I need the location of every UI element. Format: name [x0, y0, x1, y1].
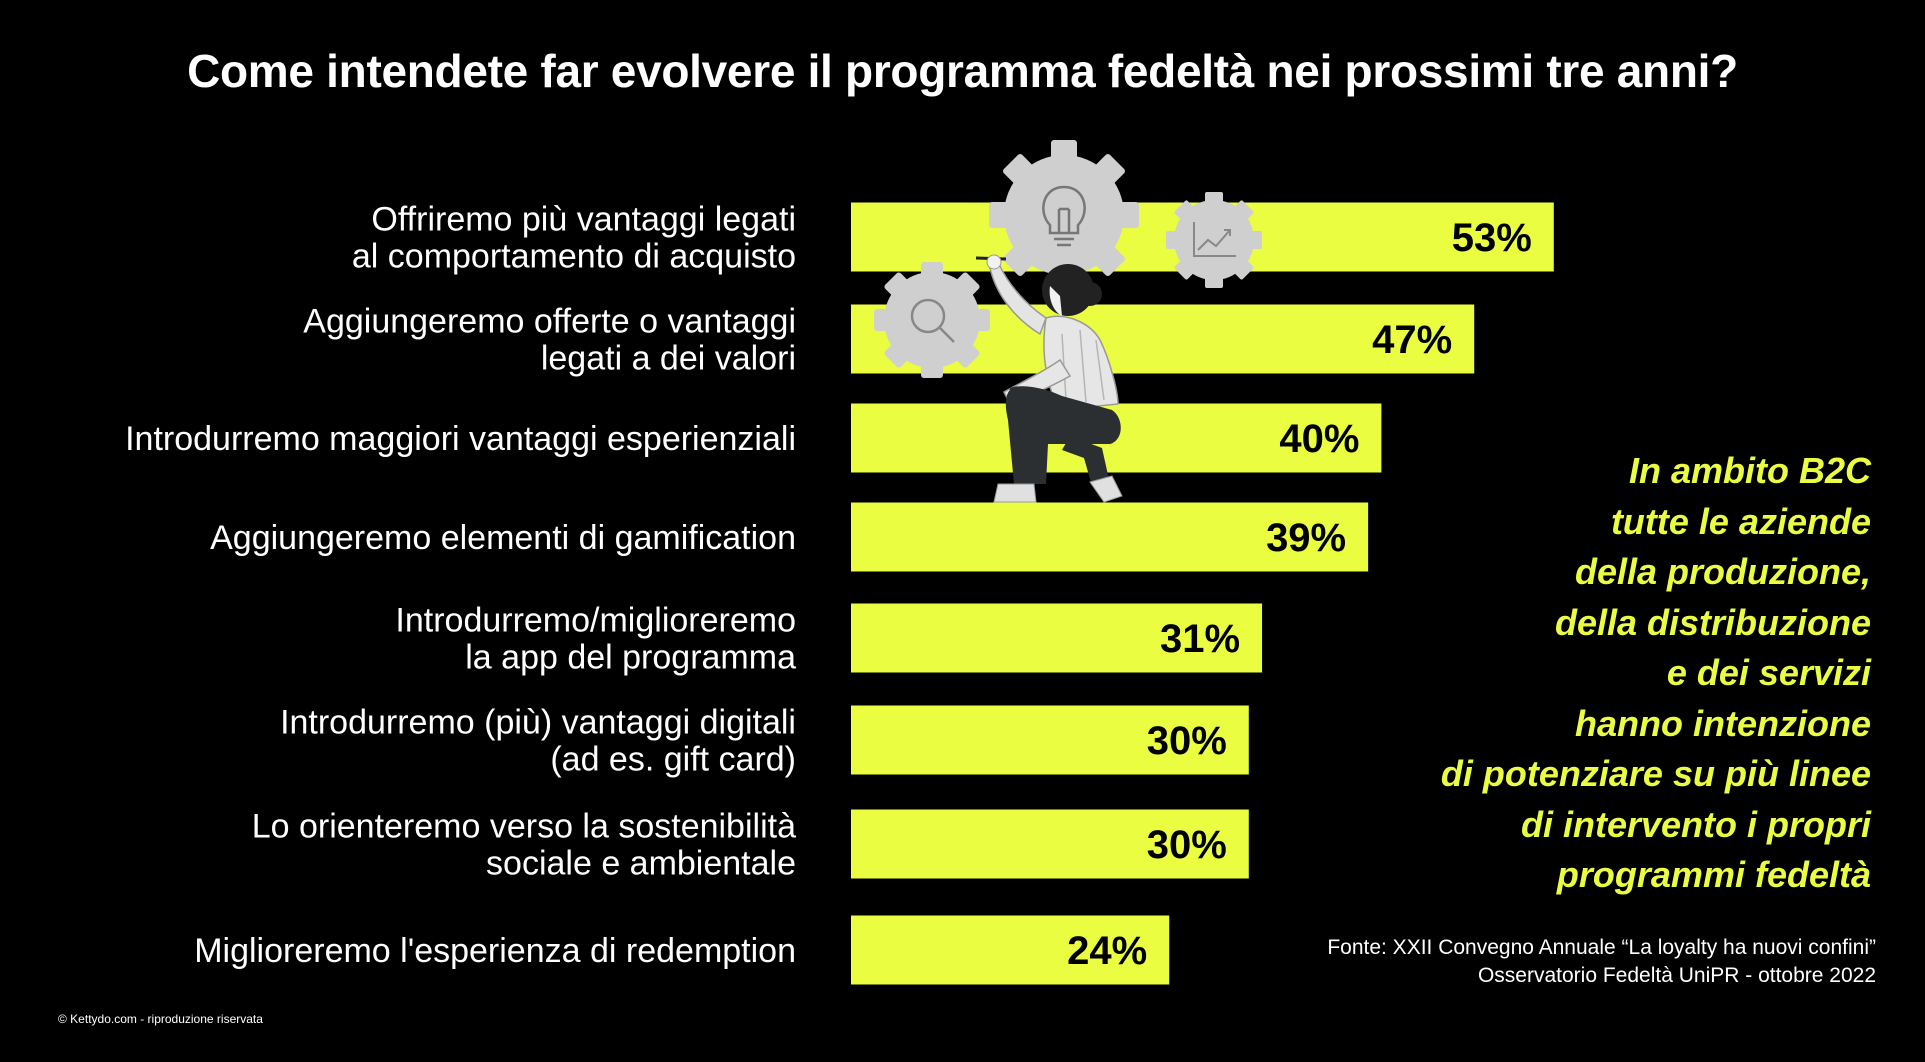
category-label-8: Miglioreremo l'esperienza di redemption	[194, 932, 796, 970]
data-label-8: 24%	[1067, 929, 1147, 973]
woman-drawing-illustration	[874, 140, 1262, 503]
category-label-3: Introdurremo maggiori vantaggi esperienz…	[125, 420, 796, 458]
data-label-7: 30%	[1147, 823, 1227, 867]
copyright-notice: © Kettydo.com - riproduzione riservata	[58, 1012, 263, 1026]
callout-line: della distribuzione	[1554, 601, 1871, 643]
bar-6	[851, 705, 1249, 775]
callout-line: e dei servizi	[1666, 652, 1871, 693]
woman-figure	[975, 254, 1123, 503]
gear-magnifier-icon	[874, 262, 990, 378]
data-label-2: 47%	[1372, 318, 1452, 362]
b2c-callout: In ambito B2C tutte le aziende della pro…	[1311, 446, 1871, 901]
bar-7	[851, 809, 1249, 879]
bar-4	[851, 502, 1369, 572]
gear-chart-icon	[1166, 192, 1262, 288]
callout-line: programmi fedeltà	[1556, 854, 1871, 895]
chart-title: Come intendete far evolvere il programma…	[187, 45, 1738, 97]
callout-line: hanno intenzione	[1575, 702, 1871, 744]
callout-line: In ambito B2C	[1628, 450, 1871, 491]
callout-line: di potenziare su più linee	[1440, 753, 1871, 794]
bar-5	[851, 603, 1263, 673]
category-label-6: Introdurremo (più) vantaggi digitali	[280, 704, 796, 742]
callout-line: tutte le aziende	[1610, 500, 1871, 542]
bar-8	[851, 915, 1170, 985]
category-label-1: al comportamento di acquisto	[352, 238, 796, 276]
category-label-7: Lo orienteremo verso la sostenibilità	[252, 808, 796, 846]
callout-line: della produzione,	[1574, 551, 1871, 592]
data-label-1: 53%	[1452, 216, 1532, 260]
data-label-6: 30%	[1147, 719, 1227, 763]
category-label-5: Introdurremo/miglioreremo	[395, 602, 796, 640]
source-line-1: Fonte: XXII Convegno Annuale “La loyalty…	[1327, 936, 1876, 959]
source-line-2: Osservatorio Fedeltà UniPR - ottobre 202…	[1477, 964, 1876, 987]
category-label-4: Aggiungeremo elementi di gamification	[210, 519, 796, 557]
category-label-2: Aggiungeremo offerte o vantaggi	[303, 303, 796, 341]
data-label-5: 31%	[1160, 617, 1240, 661]
category-label-5: la app del programma	[465, 639, 796, 677]
data-label-4: 39%	[1266, 516, 1346, 560]
source-note: Fonte: XXII Convegno Annuale “La loyalty…	[1327, 934, 1876, 990]
category-label-7: sociale e ambientale	[486, 845, 796, 883]
callout-line: di intervento i propri	[1520, 803, 1871, 845]
data-label-3: 40%	[1279, 417, 1359, 461]
gear-lightbulb-icon	[989, 140, 1139, 290]
category-label-6: (ad es. gift card)	[550, 741, 796, 779]
category-label-2: legati a dei valori	[541, 340, 796, 378]
category-label-1: Offriremo più vantaggi legati	[371, 201, 796, 239]
